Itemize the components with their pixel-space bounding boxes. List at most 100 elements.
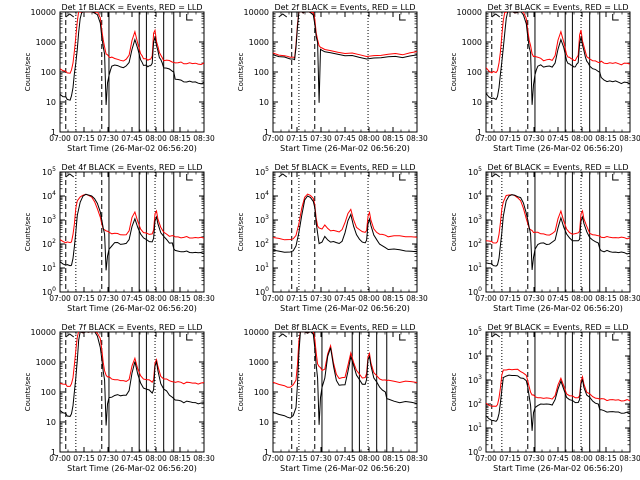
x-tick-label: 08:15 [382,134,404,143]
x-tick-label: 07:15 [73,134,95,143]
y-tick-label: 100 [467,68,482,77]
y-tick-label: 1 [264,448,269,457]
chart-title: Det 1f BLACK = Events, RED = LLD [61,3,202,12]
chart-panel-8: Det 8f BLACK = Events, RED = LLD Counts/s… [237,323,428,473]
x-tick-label: 08:30 [619,294,640,303]
y-axis-label: Counts/sec [450,213,458,252]
x-tick-label: 07:15 [73,454,95,463]
x-tick-label: 07:15 [499,454,521,463]
x-tick-label: 07:00 [475,454,497,463]
chart-title: Det 8f BLACK = Events, RED = LLD [274,323,415,332]
x-axis-label: Start Time (26-Mar-02 06:56:20) [67,144,197,153]
y-axis-label: Counts/sec [237,373,245,412]
y-tick-label: 100 [41,388,56,397]
x-tick-label: 08:30 [406,294,428,303]
x-tick-label: 08:15 [169,454,191,463]
x-axis-label: Start Time (26-Mar-02 06:56:20) [67,304,197,313]
corner-step-mark [612,174,619,181]
lld-series-line [486,368,630,407]
y-tick-label: 1000 [36,358,56,367]
y-tick-label: 103 [468,214,482,225]
y-tick-label: 1000 [249,38,269,47]
y-tick-label: 100 [468,286,482,297]
chart-panel-1: Det 1f BLACK = Events, RED = LLD Counts/s… [24,3,215,153]
x-tick-label: 07:15 [286,454,308,463]
x-tick-label: 07:15 [286,294,308,303]
corner-step-mark [491,13,501,18]
chart-title: Det 6f BLACK = Events, RED = LLD [487,163,628,172]
chart-panel-4: Det 4f BLACK = Events, RED = LLD Counts/s… [24,163,215,313]
y-tick-label: 100 [42,286,56,297]
y-axis-label: Counts/sec [237,213,245,252]
x-tick-label: 08:00 [145,134,167,143]
events-series-line [60,332,204,426]
corner-step-mark [491,173,501,178]
x-axis-label: Start Time (26-Mar-02 06:56:20) [280,144,410,153]
y-tick-label: 10000 [31,328,56,337]
x-tick-label: 08:15 [595,294,617,303]
y-tick-label: 10 [259,418,269,427]
chart-panel-3: Det 3f BLACK = Events, RED = LLD Counts/s… [450,3,640,153]
x-tick-label: 08:15 [169,294,191,303]
y-tick-label: 100 [254,68,269,77]
corner-step-mark [399,14,406,21]
x-tick-label: 07:15 [286,134,308,143]
x-axis-label: Start Time (26-Mar-02 06:56:20) [493,304,623,313]
y-tick-label: 102 [42,238,56,249]
x-tick-label: 07:30 [523,294,545,303]
x-tick-label: 08:00 [571,454,593,463]
x-tick-label: 07:45 [121,454,143,463]
corner-step-mark [186,334,193,341]
x-tick-label: 08:00 [571,134,593,143]
x-tick-label: 08:00 [358,134,380,143]
y-axis-label: Counts/sec [450,373,458,412]
y-tick-label: 10000 [244,8,269,17]
x-tick-label: 07:30 [97,134,119,143]
y-tick-label: 104 [468,190,482,201]
y-tick-label: 10 [259,98,269,107]
x-tick-label: 07:30 [523,454,545,463]
x-tick-label: 08:00 [571,294,593,303]
x-tick-label: 07:30 [523,134,545,143]
y-tick-label: 1000 [249,358,269,367]
corner-step-mark [278,13,288,18]
x-tick-label: 07:30 [97,454,119,463]
y-tick-label: 101 [255,262,269,273]
x-tick-label: 07:00 [49,294,71,303]
chart-panel-7: Det 7f BLACK = Events, RED = LLD Counts/s… [24,323,215,473]
x-tick-label: 07:00 [475,294,497,303]
y-tick-label: 10000 [31,8,56,17]
events-series-line [273,332,417,425]
chart-title: Det 5f BLACK = Events, RED = LLD [274,163,415,172]
y-tick-label: 10 [46,418,56,427]
x-tick-label: 07:45 [334,294,356,303]
x-tick-label: 08:30 [406,454,428,463]
corner-step-mark [491,333,501,338]
lld-series-line [60,332,204,387]
x-tick-label: 07:45 [121,294,143,303]
chart-panel-9: Det 9f BLACK = Events, RED = LLD Counts/s… [450,323,640,473]
x-tick-label: 07:45 [121,134,143,143]
x-tick-label: 08:00 [358,294,380,303]
corner-step-mark [278,173,288,178]
y-tick-label: 104 [42,190,56,201]
x-tick-label: 07:45 [334,454,356,463]
corner-step-mark [278,333,288,338]
y-tick-label: 101 [468,262,482,273]
x-tick-label: 07:15 [73,294,95,303]
corner-step-mark [186,174,193,181]
y-tick-label: 10 [46,98,56,107]
chart-title: Det 3f BLACK = Events, RED = LLD [487,3,628,12]
y-tick-label: 100 [468,446,482,457]
x-tick-label: 07:30 [97,294,119,303]
x-axis-label: Start Time (26-Mar-02 06:56:20) [280,464,410,473]
x-tick-label: 08:15 [382,454,404,463]
y-axis-label: Counts/sec [237,53,245,92]
x-tick-label: 07:45 [547,294,569,303]
x-tick-label: 08:30 [193,134,215,143]
x-tick-label: 08:30 [619,134,640,143]
y-tick-label: 105 [468,166,482,177]
y-axis-label: Counts/sec [450,53,458,92]
chart-title: Det 9f BLACK = Events, RED = LLD [487,323,628,332]
